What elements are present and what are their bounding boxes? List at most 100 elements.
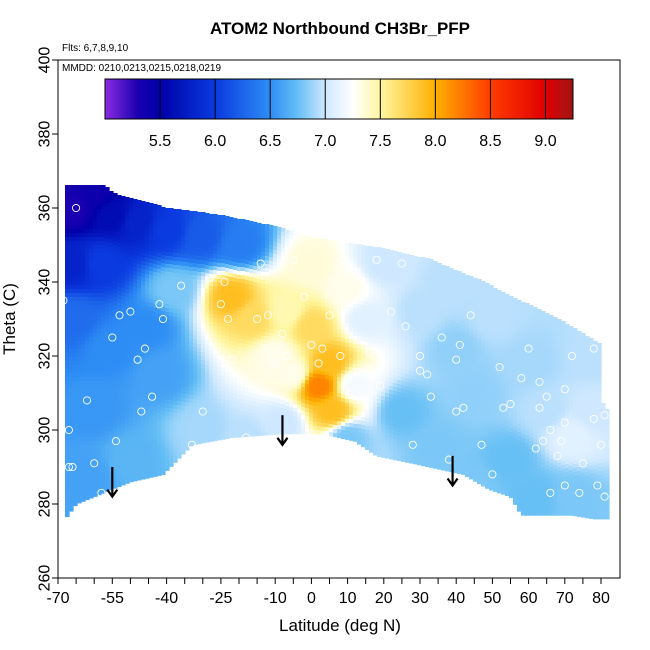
- heatmap-cell: [161, 391, 166, 396]
- heatmap-cell: [377, 307, 382, 312]
- heatmap-cell: [141, 353, 146, 358]
- heatmap-cell: [233, 310, 238, 315]
- heatmap-cell: [189, 379, 194, 384]
- heatmap-cell: [125, 249, 130, 254]
- heatmap-cell: [93, 281, 98, 286]
- heatmap-cell: [121, 212, 126, 217]
- heatmap-cell: [313, 326, 318, 331]
- heatmap-cell: [73, 301, 78, 306]
- heatmap-cell: [109, 215, 114, 220]
- heatmap-cell: [93, 413, 98, 418]
- heatmap-cell: [301, 263, 306, 268]
- heatmap-cell: [93, 185, 98, 190]
- heatmap-cell: [197, 220, 202, 225]
- heatmap-cell: [369, 378, 374, 383]
- heatmap-cell: [221, 255, 226, 260]
- heatmap-cell: [81, 321, 86, 326]
- heatmap-cell: [65, 445, 70, 450]
- heatmap-cell: [389, 330, 394, 335]
- heatmap-cell: [237, 331, 242, 336]
- heatmap-cell: [337, 301, 342, 306]
- heatmap-cell: [289, 283, 294, 288]
- heatmap-cell: [85, 229, 90, 234]
- heatmap-cell: [293, 416, 298, 421]
- heatmap-cell: [125, 429, 130, 434]
- heatmap-cell: [289, 411, 294, 416]
- heatmap-cell: [281, 300, 286, 305]
- heatmap-cell: [113, 213, 118, 218]
- heatmap-cell: [89, 497, 94, 499]
- heatmap-cell: [249, 349, 254, 354]
- heatmap-cell: [273, 270, 278, 275]
- heatmap-cell: [293, 248, 298, 253]
- heatmap-cell: [221, 307, 226, 312]
- heatmap-cell: [77, 309, 82, 314]
- heatmap-cell: [65, 497, 70, 502]
- heatmap-cell: [213, 278, 218, 283]
- heatmap-cell: [113, 345, 118, 350]
- heatmap-cell: [357, 312, 362, 317]
- heatmap-cell: [301, 271, 306, 276]
- heatmap-cell: [273, 286, 278, 291]
- heatmap-cell: [161, 463, 166, 468]
- heatmap-cell: [389, 442, 394, 447]
- heatmap-cell: [77, 245, 82, 250]
- heatmap-cell: [129, 294, 134, 299]
- heatmap-cell: [177, 229, 182, 234]
- heatmap-cell: [109, 431, 114, 436]
- heatmap-cell: [225, 308, 230, 313]
- heatmap-cell: [325, 347, 330, 352]
- heatmap-cell: [77, 197, 82, 202]
- heatmap-cell: [221, 411, 226, 416]
- heatmap-cell: [249, 413, 254, 418]
- heatmap-cell: [281, 368, 286, 373]
- heatmap-cell: [205, 253, 210, 258]
- heatmap-cell: [277, 363, 282, 368]
- heatmap-cell: [89, 441, 94, 446]
- heatmap-cell: [249, 293, 254, 298]
- heatmap-cell: [289, 231, 294, 236]
- heatmap-cell: [117, 263, 122, 268]
- heatmap-cell: [281, 392, 286, 397]
- heatmap-cell: [201, 236, 206, 241]
- heatmap-cell: [305, 336, 310, 341]
- heatmap-cell: [101, 213, 106, 218]
- heatmap-cell: [177, 285, 182, 290]
- heatmap-cell: [385, 321, 390, 326]
- heatmap-cell: [125, 421, 130, 426]
- heatmap-cell: [317, 286, 322, 291]
- heatmap-cell: [393, 347, 398, 352]
- heatmap-cell: [165, 408, 170, 413]
- heatmap-cell: [89, 341, 94, 346]
- heatmap-cell: [105, 279, 110, 284]
- heatmap-cell: [221, 343, 226, 348]
- heatmap-cell: [265, 376, 270, 381]
- heatmap-cell: [153, 368, 158, 373]
- heatmap-cell: [153, 236, 158, 241]
- heatmap-cell: [385, 401, 390, 406]
- heatmap-cell: [289, 295, 294, 300]
- heatmap-cell: [349, 403, 354, 408]
- heatmap-cell: [165, 452, 170, 457]
- heatmap-cell: [185, 390, 190, 395]
- heatmap-cell: [381, 256, 386, 261]
- heatmap-cell: [357, 352, 362, 357]
- heatmap-cell: [357, 280, 362, 285]
- heatmap-cell: [125, 405, 130, 410]
- heatmap-cell: [197, 320, 202, 325]
- heatmap-cell: [257, 407, 262, 412]
- heatmap-cell: [245, 328, 250, 333]
- heatmap-cell: [297, 293, 302, 298]
- heatmap-cell: [153, 324, 158, 329]
- heatmap-cell: [121, 332, 126, 337]
- heatmap-cell: [73, 253, 78, 258]
- heatmap-cell: [93, 445, 98, 450]
- heatmap-cell: [149, 275, 154, 280]
- heatmap-cell: [285, 398, 290, 403]
- heatmap-cell: [193, 247, 198, 252]
- heatmap-cell: [149, 287, 154, 292]
- heatmap-cell: [369, 342, 374, 347]
- heatmap-cell: [197, 380, 202, 385]
- heatmap-cell: [369, 274, 374, 279]
- heatmap-cell: [69, 317, 74, 322]
